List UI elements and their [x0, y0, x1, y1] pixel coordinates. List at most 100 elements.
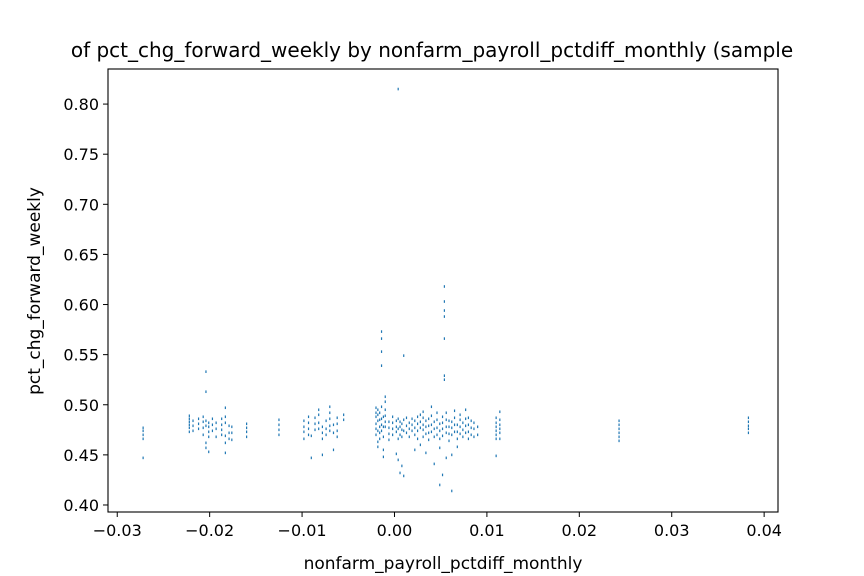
data-point	[470, 433, 472, 437]
data-point	[499, 410, 501, 414]
data-point	[303, 425, 305, 429]
data-point	[388, 420, 390, 424]
data-point	[443, 378, 445, 382]
data-point	[470, 426, 472, 430]
data-point	[618, 435, 620, 439]
data-point	[443, 337, 445, 340]
data-point	[411, 429, 413, 433]
x-tick-label: 0.01	[469, 521, 505, 540]
data-point	[499, 431, 501, 435]
data-point	[425, 432, 427, 436]
data-point	[197, 417, 200, 421]
data-point	[221, 423, 223, 427]
x-axis: −0.03 −0.02 −0.01 0.00 0.01 0.02 0.03 0.04	[93, 512, 782, 540]
data-point	[459, 418, 461, 422]
data-point	[462, 435, 464, 439]
data-point	[318, 427, 320, 431]
data-point	[382, 435, 384, 439]
data-point	[321, 437, 323, 441]
data-point	[142, 437, 144, 441]
data-point	[462, 421, 464, 425]
data-point	[278, 423, 280, 427]
data-point	[399, 425, 401, 429]
data-point	[473, 427, 475, 431]
data-point	[445, 456, 447, 460]
data-point	[329, 417, 331, 421]
data-point	[231, 425, 233, 429]
data-point	[307, 415, 310, 419]
data-point	[425, 425, 427, 429]
data-point	[392, 433, 394, 437]
data-points	[142, 87, 750, 493]
data-point	[439, 422, 441, 426]
data-point	[441, 427, 444, 431]
data-point	[445, 431, 447, 435]
data-point	[379, 437, 381, 441]
data-point	[375, 411, 377, 415]
data-point	[433, 420, 435, 424]
data-point	[205, 441, 207, 445]
data-point	[332, 448, 335, 452]
data-point	[422, 435, 424, 439]
data-point	[278, 428, 280, 432]
data-point	[414, 433, 416, 437]
data-point	[192, 419, 194, 423]
data-point	[380, 417, 383, 421]
data-point	[343, 413, 345, 417]
data-point	[188, 423, 190, 427]
data-point	[416, 415, 419, 419]
data-point	[336, 416, 338, 420]
data-point	[307, 427, 310, 431]
data-point	[419, 413, 421, 417]
data-point	[467, 416, 470, 420]
data-point	[246, 422, 248, 426]
data-point	[375, 415, 377, 419]
data-point	[477, 425, 479, 429]
data-point	[224, 415, 226, 419]
y-tick-label: 0.80	[63, 95, 99, 114]
data-point	[403, 418, 405, 422]
data-point	[208, 421, 210, 425]
data-point	[142, 426, 144, 430]
data-point	[221, 433, 223, 437]
data-point	[208, 430, 210, 434]
data-point	[321, 431, 323, 435]
data-point	[380, 429, 383, 433]
data-point	[192, 429, 194, 433]
data-point	[467, 437, 470, 441]
data-point	[473, 421, 475, 425]
data-point	[325, 433, 327, 437]
data-point	[228, 424, 230, 428]
data-point	[336, 422, 338, 426]
data-point	[384, 425, 386, 429]
data-point	[422, 416, 424, 420]
data-point	[422, 410, 424, 414]
data-point	[416, 422, 419, 426]
data-point	[205, 424, 207, 428]
x-tick-label: 0.04	[746, 521, 782, 540]
data-point	[473, 435, 475, 439]
data-point	[318, 408, 320, 412]
data-point	[246, 435, 248, 439]
data-point	[405, 424, 408, 428]
data-point	[430, 430, 433, 434]
data-point	[325, 427, 327, 431]
data-point	[411, 417, 413, 421]
data-point	[307, 421, 310, 425]
data-point	[224, 406, 226, 410]
data-point	[747, 416, 750, 420]
data-point	[188, 420, 190, 424]
data-point	[397, 458, 399, 462]
data-point	[445, 418, 447, 422]
data-point	[401, 422, 403, 426]
data-point	[499, 427, 501, 431]
data-point	[428, 431, 430, 435]
data-point	[205, 370, 207, 373]
y-axis: 0.40 0.45 0.50 0.55 0.60 0.65 0.70 0.75 0.80	[63, 95, 108, 515]
data-point	[441, 421, 444, 425]
data-point	[747, 424, 750, 428]
data-point	[747, 420, 750, 424]
data-point	[395, 425, 397, 429]
data-point	[310, 456, 312, 460]
data-point	[405, 431, 408, 435]
